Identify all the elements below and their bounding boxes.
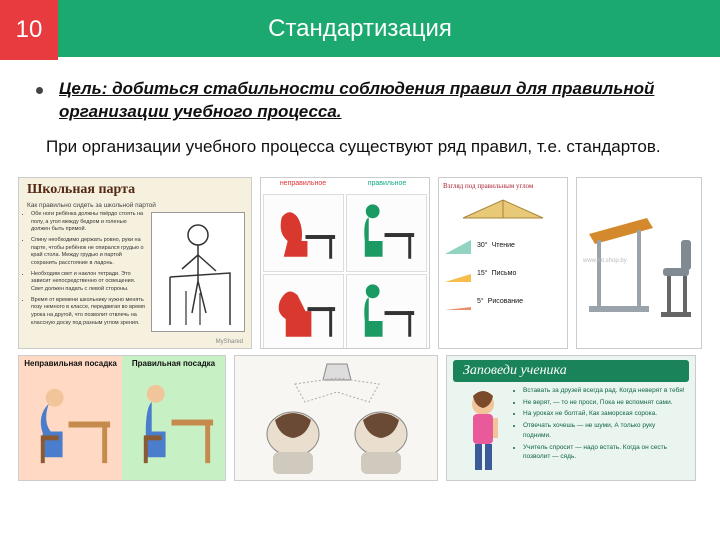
angle-value: 15° <box>477 270 488 277</box>
panelB-label-right: правильное <box>345 178 429 192</box>
angle-label: Письмо <box>492 270 563 277</box>
panelC-rows: 30° Чтение 15° Письмо 5° Рисование <box>443 233 563 315</box>
panelB-header: неправильное правильное <box>261 178 429 192</box>
angle-row: 30° Чтение <box>443 233 563 259</box>
angle-row: 15° Письмо <box>443 261 563 287</box>
silhouette-good-1 <box>346 194 427 272</box>
angle-value: 30° <box>477 242 488 249</box>
panelA-list: Обе ноги ребёнка должны твёрдо стоять на… <box>19 211 149 328</box>
panel-desk-chair: www.tut.shop.by <box>576 177 702 349</box>
goal-row: Цель: добиться стабильности соблюдения п… <box>28 78 692 124</box>
label-right: Правильная посадка <box>122 356 225 371</box>
list-item: Учитель спросит — надо встать. Когда он … <box>523 443 685 463</box>
panelC-title: Взгляд под правильным углом <box>443 182 563 190</box>
angle-value: 5° <box>477 298 484 305</box>
list-item: Вставать за друзей всегда рад. Когда нев… <box>523 386 685 396</box>
goal-text: Цель: добиться стабильности соблюдения п… <box>59 78 692 124</box>
label-wrong: Неправильная посадка <box>19 356 122 371</box>
list-item: Обе ноги ребёнка должны твёрдо стоять на… <box>31 211 145 234</box>
list-item: Время от времени школьнику нужно менять … <box>31 297 145 328</box>
panel-posture-comparison: Неправильная посадка Правильная посадка <box>18 355 226 481</box>
panel-angle-diagram: Взгляд под правильным углом 30° Чтение 1… <box>438 177 568 349</box>
list-item: Не верят, — то не проси, Пока не вспомня… <box>523 398 685 408</box>
slide-header: 10 Стандартизация <box>0 0 720 60</box>
panelD-url: www.tut.shop.by <box>583 258 627 264</box>
silhouette-bad-1 <box>263 194 344 272</box>
share-label: MyShared <box>216 339 243 345</box>
panel-posture-silhouettes: неправильное правильное <box>260 177 430 349</box>
page-number-box: 10 <box>0 0 58 60</box>
image-row-1: Школьная парта Как правильно сидеть за ш… <box>0 177 720 349</box>
page-number: 10 <box>16 16 43 44</box>
image-row-2: Неправильная посадка Правильная посадка <box>0 349 720 481</box>
silhouette-good-2 <box>346 274 427 349</box>
panel-commandments: Заповеди ученика Вставать за друзей всег… <box>446 355 696 481</box>
posture-wrong: Неправильная посадка <box>19 356 122 480</box>
student-figure-icon <box>449 386 519 476</box>
list-item: Отвечать хочешь — не шуми, А только руку… <box>523 421 685 441</box>
silhouette-bad-2 <box>263 274 344 349</box>
panelA-title: Школьная парта <box>19 178 251 202</box>
angle-label: Рисование <box>488 298 563 305</box>
posture-right: Правильная посадка <box>122 356 225 480</box>
panelB-grid <box>261 192 429 348</box>
content-area: Цель: добиться стабильности соблюдения п… <box>0 60 720 177</box>
bullet-icon <box>36 87 43 94</box>
angle-row: 5° Рисование <box>443 289 563 315</box>
sub-text: При организации учебного процесса сущест… <box>46 136 692 159</box>
book-angle-icon <box>443 190 563 224</box>
slide-title: Стандартизация <box>268 15 452 43</box>
panelA-subtitle: Как правильно сидеть за школьной партой <box>19 202 251 211</box>
angle-label: Чтение <box>492 242 563 249</box>
panelA-figure <box>151 212 245 332</box>
panel-school-desk: Школьная парта Как правильно сидеть за ш… <box>18 177 252 349</box>
list-item: Спину необходимо держать ровно, руки на … <box>31 237 145 268</box>
list-item: Необходим свет и наклон тетради. Это зав… <box>31 271 145 294</box>
panelB-label-wrong: неправильное <box>261 178 345 192</box>
panel-lighting <box>234 355 438 481</box>
list-item: На уроках не болтай, Как заморская сорок… <box>523 409 685 419</box>
panelG-title: Заповеди ученика <box>453 360 689 382</box>
